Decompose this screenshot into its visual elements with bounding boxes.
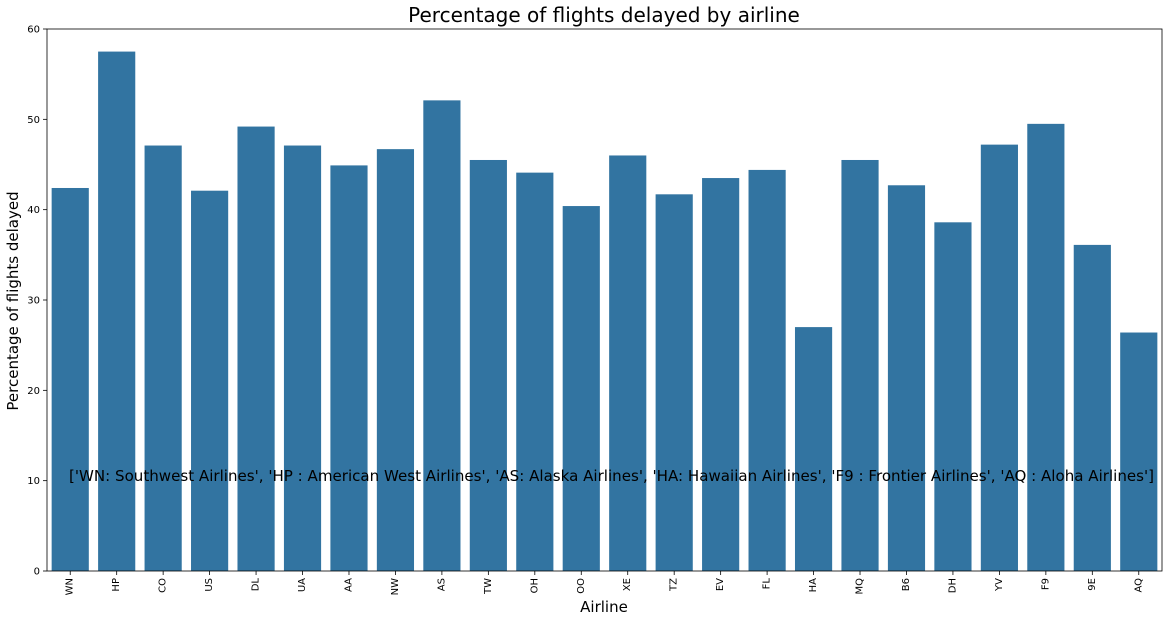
- bar-HP: [98, 51, 136, 572]
- annotation-text: ['WN: Southwest Airlines', 'HP : America…: [69, 467, 1154, 485]
- y-tick-label: 40: [27, 205, 40, 216]
- y-tick-label: 30: [27, 296, 40, 307]
- y-tick-label: 20: [27, 386, 40, 397]
- x-tick-label: OH: [529, 578, 540, 593]
- x-tick-label: AS: [436, 578, 447, 591]
- x-tick-label: HA: [808, 578, 819, 593]
- y-tick-label: 10: [27, 476, 40, 487]
- bar-YV: [980, 144, 1018, 572]
- bar-AS: [423, 100, 461, 571]
- plot-area: WN HP CO US DL UA AA NW AS TW OH OO XE TZ EV FL HA MQ B6 DH…: [27, 25, 1163, 595]
- x-tick-label: YV: [994, 578, 1005, 592]
- x-tick-label: B6: [901, 578, 912, 591]
- bar-B6: [887, 185, 926, 571]
- bar-XE: [609, 155, 647, 571]
- bar-DL: [237, 126, 275, 571]
- chart-title: Percentage of flights delayed by airline: [408, 3, 800, 27]
- plot-frame: [46, 28, 1163, 572]
- x-tick-label: F9: [1040, 578, 1051, 590]
- bar-OO: [562, 206, 600, 571]
- bar-MQ: [841, 159, 879, 571]
- x-tick-label: AQ: [1133, 578, 1144, 593]
- bar-NW: [376, 149, 415, 572]
- x-tick-label: UA: [297, 578, 308, 592]
- x-tick-label: OO: [576, 578, 587, 594]
- x-tick-label: MQ: [855, 578, 866, 595]
- bar-DH: [934, 222, 972, 571]
- x-tick-label: CO: [158, 578, 169, 593]
- x-tick-label: 9E: [1087, 578, 1098, 591]
- x-tick-label: DH: [947, 578, 958, 593]
- bar-CO: [144, 145, 182, 571]
- x-tick-label: EV: [715, 578, 726, 591]
- x-tick-label: FL: [762, 578, 773, 590]
- bar-WN: [51, 187, 89, 571]
- bar-UA: [283, 145, 322, 571]
- bar-OH: [516, 172, 554, 571]
- x-tick-label: AA: [343, 578, 354, 592]
- bar-EV: [702, 178, 740, 572]
- bar-AQ: [1120, 332, 1158, 571]
- y-tick-label: 0: [34, 567, 40, 578]
- y-tick-label: 60: [27, 25, 40, 36]
- x-tick-label: TZ: [669, 578, 680, 592]
- x-tick-label: TW: [483, 578, 494, 595]
- x-tick-label: XE: [622, 578, 633, 591]
- bar-TZ: [655, 194, 693, 571]
- x-tick-label: US: [204, 578, 215, 592]
- bar-AA: [330, 165, 368, 572]
- bar-FL: [748, 169, 786, 572]
- x-axis-label: Airline: [580, 598, 628, 616]
- bar-9E: [1073, 244, 1111, 571]
- x-tick-label: WN: [65, 578, 76, 595]
- bar-US: [191, 190, 229, 572]
- x-tick-label: DL: [251, 578, 262, 592]
- bar-TW: [469, 159, 507, 571]
- x-tick-label: NW: [390, 578, 401, 595]
- bar-HA: [794, 327, 833, 571]
- bar-F9: [1027, 123, 1065, 571]
- x-tick-label: HP: [111, 578, 122, 592]
- y-axis-label: Percentage of flights delayed: [4, 191, 22, 410]
- y-tick-label: 50: [27, 115, 40, 126]
